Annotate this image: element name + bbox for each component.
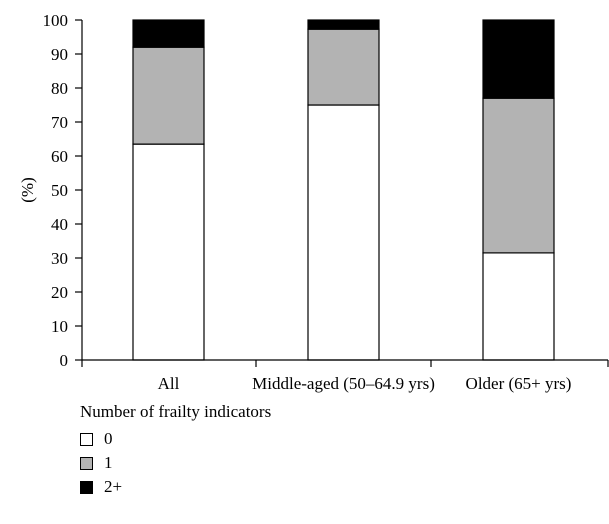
legend: Number of frailty indicators 0 1 2+ [80, 402, 271, 499]
bar-segment-1-series-1 [132, 46, 205, 145]
y-tick-label-70: 70 [51, 113, 68, 132]
bar-segment-3-series-1 [482, 97, 555, 254]
legend-item-1: 1 [80, 451, 271, 475]
legend-swatch [80, 432, 93, 446]
y-tick-label-0: 0 [60, 351, 69, 370]
legend-label: 1 [104, 453, 113, 472]
legend-label: 2+ [104, 477, 123, 496]
bar-segment-1-series-0 [132, 143, 205, 361]
y-tick-label-40: 40 [51, 215, 68, 234]
bar-segment-2-series-2+ [307, 19, 380, 30]
bars-layer [132, 19, 555, 361]
bar-segment-2-series-1 [307, 28, 380, 106]
y-tick-label-80: 80 [51, 79, 68, 98]
y-axis-label: (%) [18, 177, 37, 202]
legend-items: 0 1 2+ [80, 427, 271, 499]
y-tick-label-60: 60 [51, 147, 68, 166]
y-tick-label-100: 100 [43, 11, 69, 30]
y-tick-label-10: 10 [51, 317, 68, 336]
x-tick-label-3: Older (65+ yrs) [466, 374, 572, 393]
legend-item-0: 0 [80, 427, 271, 451]
y-tick-label-20: 20 [51, 283, 68, 302]
y-tick-label-50: 50 [51, 181, 68, 200]
x-tick-label-2: Middle-aged (50–64.9 yrs) [252, 374, 435, 393]
legend-swatch [80, 480, 93, 494]
legend-title: Number of frailty indicators [80, 402, 272, 421]
y-tick-label-30: 30 [51, 249, 68, 268]
bar-segment-3-series-2+ [482, 19, 555, 99]
bar-segment-1-series-2+ [132, 19, 205, 48]
legend-label: 0 [104, 429, 113, 448]
bar-segment-3-series-0 [482, 252, 555, 361]
y-tick-label-90: 90 [51, 45, 68, 64]
legend-swatch [80, 456, 93, 470]
bar-segment-2-series-0 [307, 104, 380, 361]
legend-item-2+: 2+ [80, 475, 271, 499]
x-tick-label-1: All [158, 374, 180, 393]
axes-layer: 0 10 20 30 40 50 60 70 80 90 100 All Middle-aged (50… [43, 11, 609, 393]
